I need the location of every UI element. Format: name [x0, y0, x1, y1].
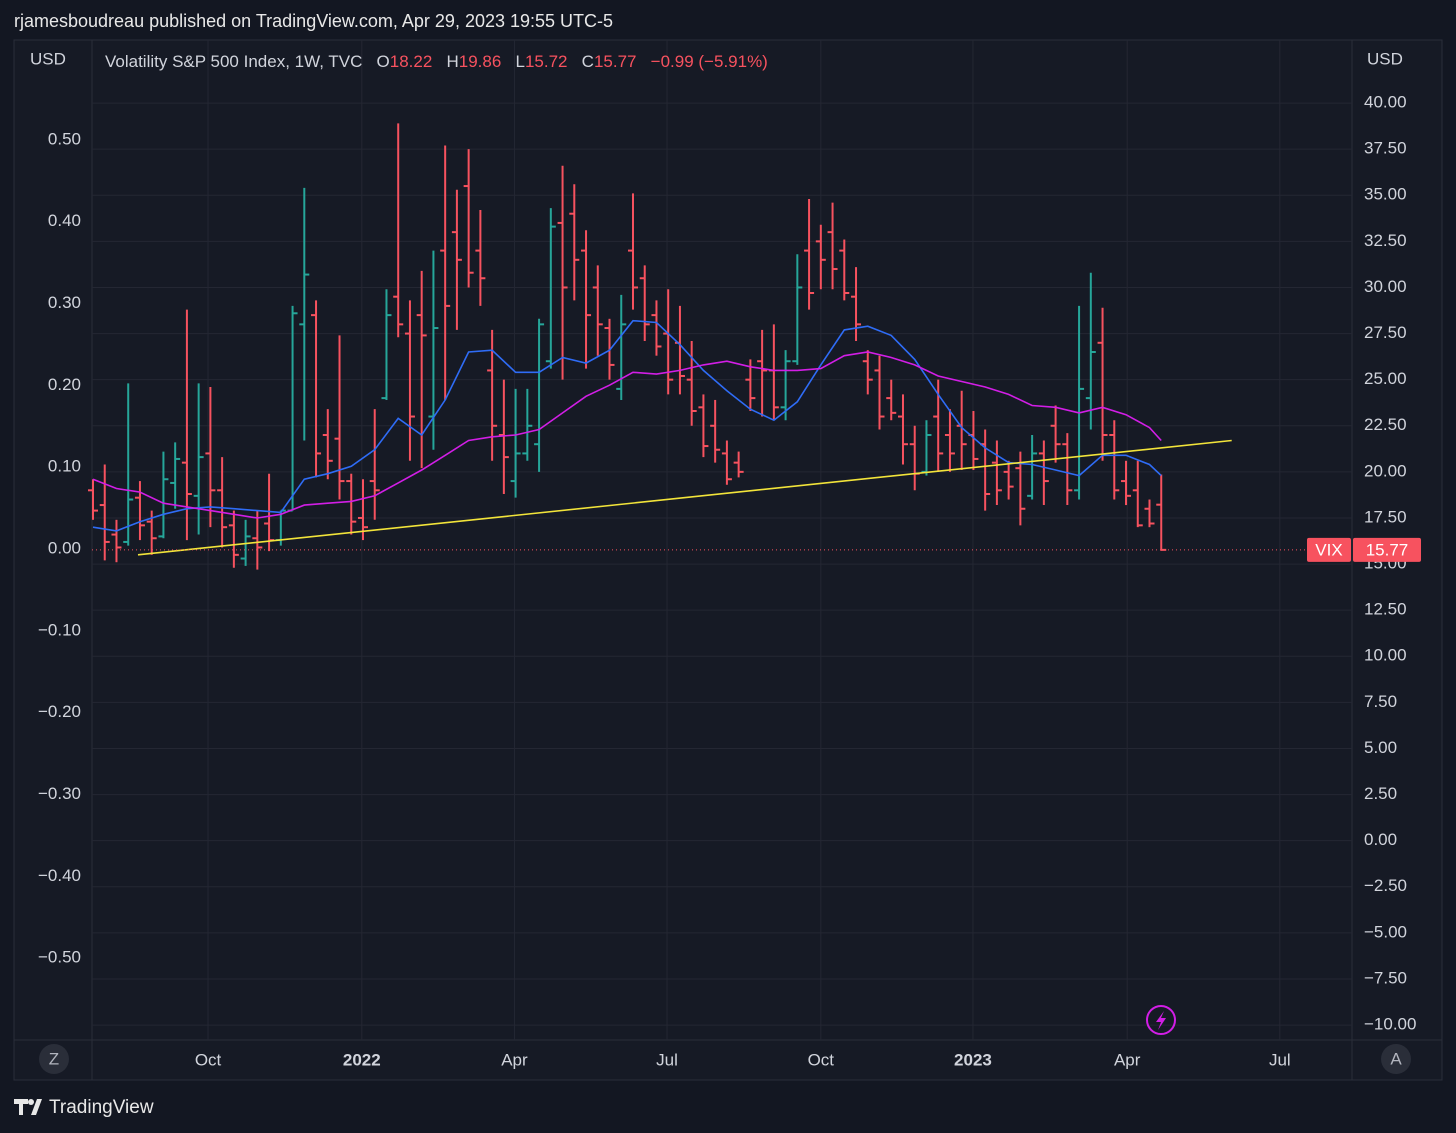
x-tick-label: 2023 [954, 1050, 992, 1069]
o-label: O [376, 52, 390, 71]
y-tick-label: −0.30 [38, 784, 81, 803]
top-bar [0, 0, 1456, 40]
h-value: 19.86 [458, 52, 502, 71]
zoom-button-label: Z [49, 1049, 59, 1068]
y2-tick-label: −2.50 [1364, 876, 1407, 895]
y2-tick-label: 32.50 [1364, 231, 1407, 250]
x-tick-label: Apr [501, 1050, 528, 1069]
c-label: C [581, 52, 594, 71]
y2-tick-label: 5.00 [1364, 738, 1397, 757]
y-tick-label: 0.00 [48, 538, 81, 557]
auto-button[interactable] [1381, 1044, 1411, 1074]
l-value: 15.72 [524, 52, 568, 71]
y-tick-label: −0.40 [38, 866, 81, 885]
y2-tick-label: 30.00 [1364, 277, 1407, 296]
y-tick-label: −0.20 [38, 702, 81, 721]
grid [92, 40, 1352, 1040]
y-tick-label: −0.10 [38, 620, 81, 639]
c-value: 15.77 [593, 52, 637, 71]
y2-axis-unit: USD [1367, 49, 1403, 68]
brand-logo [14, 1099, 42, 1115]
y-tick-label: 0.30 [48, 293, 81, 312]
l-label: L [515, 52, 525, 71]
y2-tick-label: −7.50 [1364, 968, 1407, 987]
y2-tick-label: 0.00 [1364, 830, 1397, 849]
y-tick-label: 0.40 [48, 211, 81, 230]
price-tag-label: 15.77 [1366, 540, 1409, 559]
byline: rjamesboudreau published on TradingView.… [14, 11, 613, 31]
y-axis-unit: USD [30, 49, 66, 68]
y2-tick-label: 37.50 [1364, 139, 1407, 158]
y2-tick-label: 12.50 [1364, 600, 1407, 619]
y2-tick-label: 27.50 [1364, 323, 1407, 342]
y2-tick-label: 17.50 [1364, 507, 1407, 526]
x-tick-label: Apr [1114, 1050, 1141, 1069]
y2-tick-label: 2.50 [1364, 784, 1397, 803]
alert-bolt [1156, 1011, 1166, 1030]
series-tag [1307, 537, 1351, 562]
change: −0.99 (−5.91%) [650, 52, 768, 71]
brand-logo-dot [28, 1099, 34, 1105]
auto-button-label: A [1390, 1049, 1402, 1068]
line [92, 351, 1162, 519]
y2-tick-label: −10.00 [1364, 1015, 1416, 1034]
symbol: Volatility S&P 500 Index, 1W, TVC [105, 52, 363, 71]
h-label: H [446, 52, 459, 71]
x-tick-label: Oct [808, 1050, 835, 1069]
x-tick-label: 2022 [343, 1050, 381, 1069]
price-tag [1353, 537, 1421, 562]
y2-tick-label: 25.00 [1364, 369, 1407, 388]
y2-tick-label: 20.00 [1364, 461, 1407, 480]
line [137, 439, 1232, 556]
line [92, 319, 1162, 532]
alert-icon[interactable] [1146, 1005, 1176, 1035]
chart-frame [13, 39, 1443, 1081]
y2-tick-label: 35.00 [1364, 185, 1407, 204]
x-tick-label: Jul [656, 1050, 678, 1069]
y-tick-label: −0.50 [38, 948, 81, 967]
zoom-button[interactable] [39, 1044, 69, 1074]
legend: Volatility S&P 500 Index, 1W, TVC O 18.22… [105, 52, 768, 72]
y2-tick-label: 22.50 [1364, 415, 1407, 434]
plot [87, 123, 1232, 570]
y-tick-label: 0.20 [48, 375, 81, 394]
y2-tick-label: 7.50 [1364, 692, 1397, 711]
x-tick-label: Oct [195, 1050, 222, 1069]
y-tick-label: 0.10 [48, 457, 81, 476]
y-tick-label: 0.50 [48, 129, 81, 148]
y2-tick-label: −5.00 [1364, 922, 1407, 941]
y2-tick-label: 10.00 [1364, 646, 1407, 665]
o-value: 18.22 [389, 52, 433, 71]
x-tick-label: Jul [1269, 1050, 1291, 1069]
brand: TradingView [49, 1097, 154, 1118]
series-tag-label: VIX [1315, 540, 1342, 559]
y2-tick-label: 40.00 [1364, 93, 1407, 112]
